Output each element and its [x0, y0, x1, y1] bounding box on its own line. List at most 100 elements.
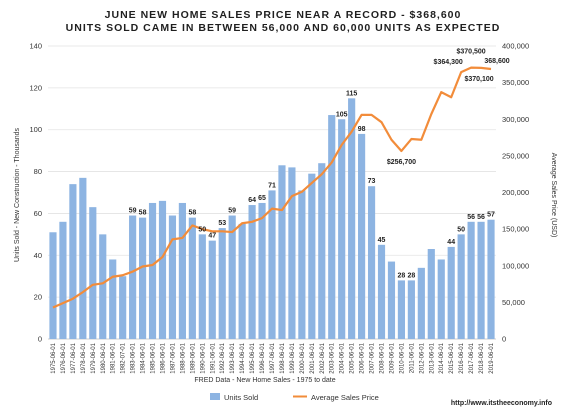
line-series	[52, 66, 492, 309]
bar	[377, 244, 386, 339]
bar	[79, 177, 87, 339]
x-tick-label: 1980-06-01	[101, 342, 107, 373]
bar-data-label: 59	[228, 208, 236, 215]
bar	[69, 184, 77, 339]
x-tick-label: 1990-06-01	[200, 342, 206, 373]
y2-tick-label: 0	[502, 335, 506, 344]
y-tick-label: 100	[29, 125, 42, 134]
x-tick-label: 1992-06-01	[220, 342, 226, 373]
price-data-label: $256,700	[387, 159, 416, 166]
bar-data-label: 53	[218, 220, 226, 227]
x-tick-label: 1988-06-01	[180, 342, 186, 373]
y-axis-ticks: 0 20 40 60 80 100 120 140	[29, 42, 42, 344]
bar	[119, 276, 127, 339]
y-tick-label: 20	[34, 293, 42, 302]
bar-data-label: 56	[467, 214, 475, 221]
price-data-label: 368,600	[484, 58, 509, 65]
bar	[298, 190, 306, 339]
y2-tick-label: 250,000	[502, 151, 529, 160]
x-tick-label: 2016-06-01	[459, 342, 465, 373]
bar-data-label: 71	[268, 182, 276, 189]
legend-label-units: Units Sold	[224, 393, 258, 402]
x-tick-label: 1995-06-01	[250, 342, 256, 373]
bar	[417, 267, 425, 339]
y2-tick-label: 200,000	[502, 188, 529, 197]
x-tick-label: 2001-06-01	[310, 342, 316, 373]
chart-subtitle: UNITS SOLD CAME IN BETWEEN 56,000 AND 60…	[65, 22, 501, 34]
bar-data-label: 28	[398, 272, 406, 279]
x-tick-label: 1993-06-01	[230, 342, 236, 373]
x-tick-label: 2013-06-01	[429, 342, 435, 373]
bar	[387, 261, 396, 339]
bar	[258, 202, 266, 339]
x-axis-ticks: 1975-06-01 1976-06-01 1977-06-01 1978-06-01…	[51, 342, 495, 373]
bar	[278, 165, 286, 339]
bar-data-label: 105	[336, 111, 348, 118]
bar	[148, 202, 157, 339]
bar	[487, 219, 495, 339]
x-tick-label: 2007-06-01	[370, 342, 376, 373]
bar	[238, 223, 246, 339]
bar-data-label: 47	[208, 233, 216, 240]
x-tick-label: 2004-06-01	[340, 342, 346, 373]
x-tick-label: 2014-06-01	[439, 342, 445, 373]
bar	[367, 186, 376, 339]
bar-data-label: 64	[248, 197, 256, 204]
bar	[318, 163, 326, 339]
x-tick-label: 1982-07-01	[121, 342, 127, 373]
x-tick-label: 1979-06-01	[91, 342, 97, 373]
bar-data-label: 98	[358, 126, 366, 133]
bar	[228, 215, 236, 339]
x-tick-label: 2015-06-01	[449, 342, 455, 373]
y2-tick-label: 150,000	[502, 225, 529, 234]
bar	[288, 167, 296, 339]
x-tick-label: 1981-06-01	[111, 342, 117, 373]
x-tick-label: 2012-06-01	[419, 342, 425, 373]
bar	[308, 173, 316, 339]
bar	[427, 249, 435, 339]
bar-data-label: 57	[487, 212, 495, 219]
x-tick-label: 1989-06-01	[190, 342, 196, 373]
price-data-label: $364,300	[434, 59, 463, 66]
x-tick-label: 1976-06-01	[61, 342, 67, 373]
bar-series	[49, 98, 495, 339]
bar-data-label: 58	[139, 210, 147, 217]
legend-label-price: Average Sales Price	[311, 393, 379, 402]
y-tick-label: 60	[34, 209, 42, 218]
x-tick-label: 2009-06-01	[389, 342, 395, 373]
chart-title: JUNE NEW HOME SALES PRICE NEAR A RECORD …	[104, 9, 462, 21]
bar	[338, 119, 346, 339]
bar-data-label: 44	[447, 239, 455, 246]
y-tick-label: 40	[34, 251, 42, 260]
x-tick-label: 1975-06-01	[51, 342, 57, 373]
y2-axis-ticks: 0 50,000 100,000 150,000 200,000 250,000 300,0…	[502, 42, 529, 344]
y2-tick-label: 100,000	[502, 261, 529, 270]
y2-tick-label: 400,000	[502, 42, 529, 51]
bar	[437, 259, 445, 339]
bar	[268, 190, 276, 339]
bar	[348, 98, 356, 339]
bar	[477, 221, 485, 339]
price-data-label: $370,100	[464, 76, 493, 83]
bar-data-label: 56	[477, 214, 485, 221]
bar-data-label: 50	[457, 226, 465, 233]
bar-data-label: 45	[378, 237, 386, 244]
x-tick-label: 2019-06-01	[489, 342, 495, 373]
bar-data-label: 65	[258, 195, 266, 202]
y2-tick-label: 300,000	[502, 115, 529, 124]
x-tick-label: 2000-06-01	[300, 342, 306, 373]
legend: Units Sold Average Sales Price	[210, 393, 379, 402]
bar	[59, 221, 67, 339]
x-tick-label: 2002-06-01	[320, 342, 326, 373]
bar	[467, 221, 475, 339]
x-tick-label: 1994-06-01	[240, 342, 246, 373]
bar	[99, 234, 107, 339]
x-axis-label: FRED Data - New Home Sales - 1975 to dat…	[194, 377, 335, 384]
bar-data-label: 58	[188, 210, 196, 217]
y-tick-label: 0	[38, 335, 42, 344]
x-tick-label: 1997-06-01	[270, 342, 276, 373]
x-tick-label: 2011-06-01	[409, 342, 415, 373]
y-axis-label: Units Sold - New Construction - Thousand…	[14, 127, 21, 262]
